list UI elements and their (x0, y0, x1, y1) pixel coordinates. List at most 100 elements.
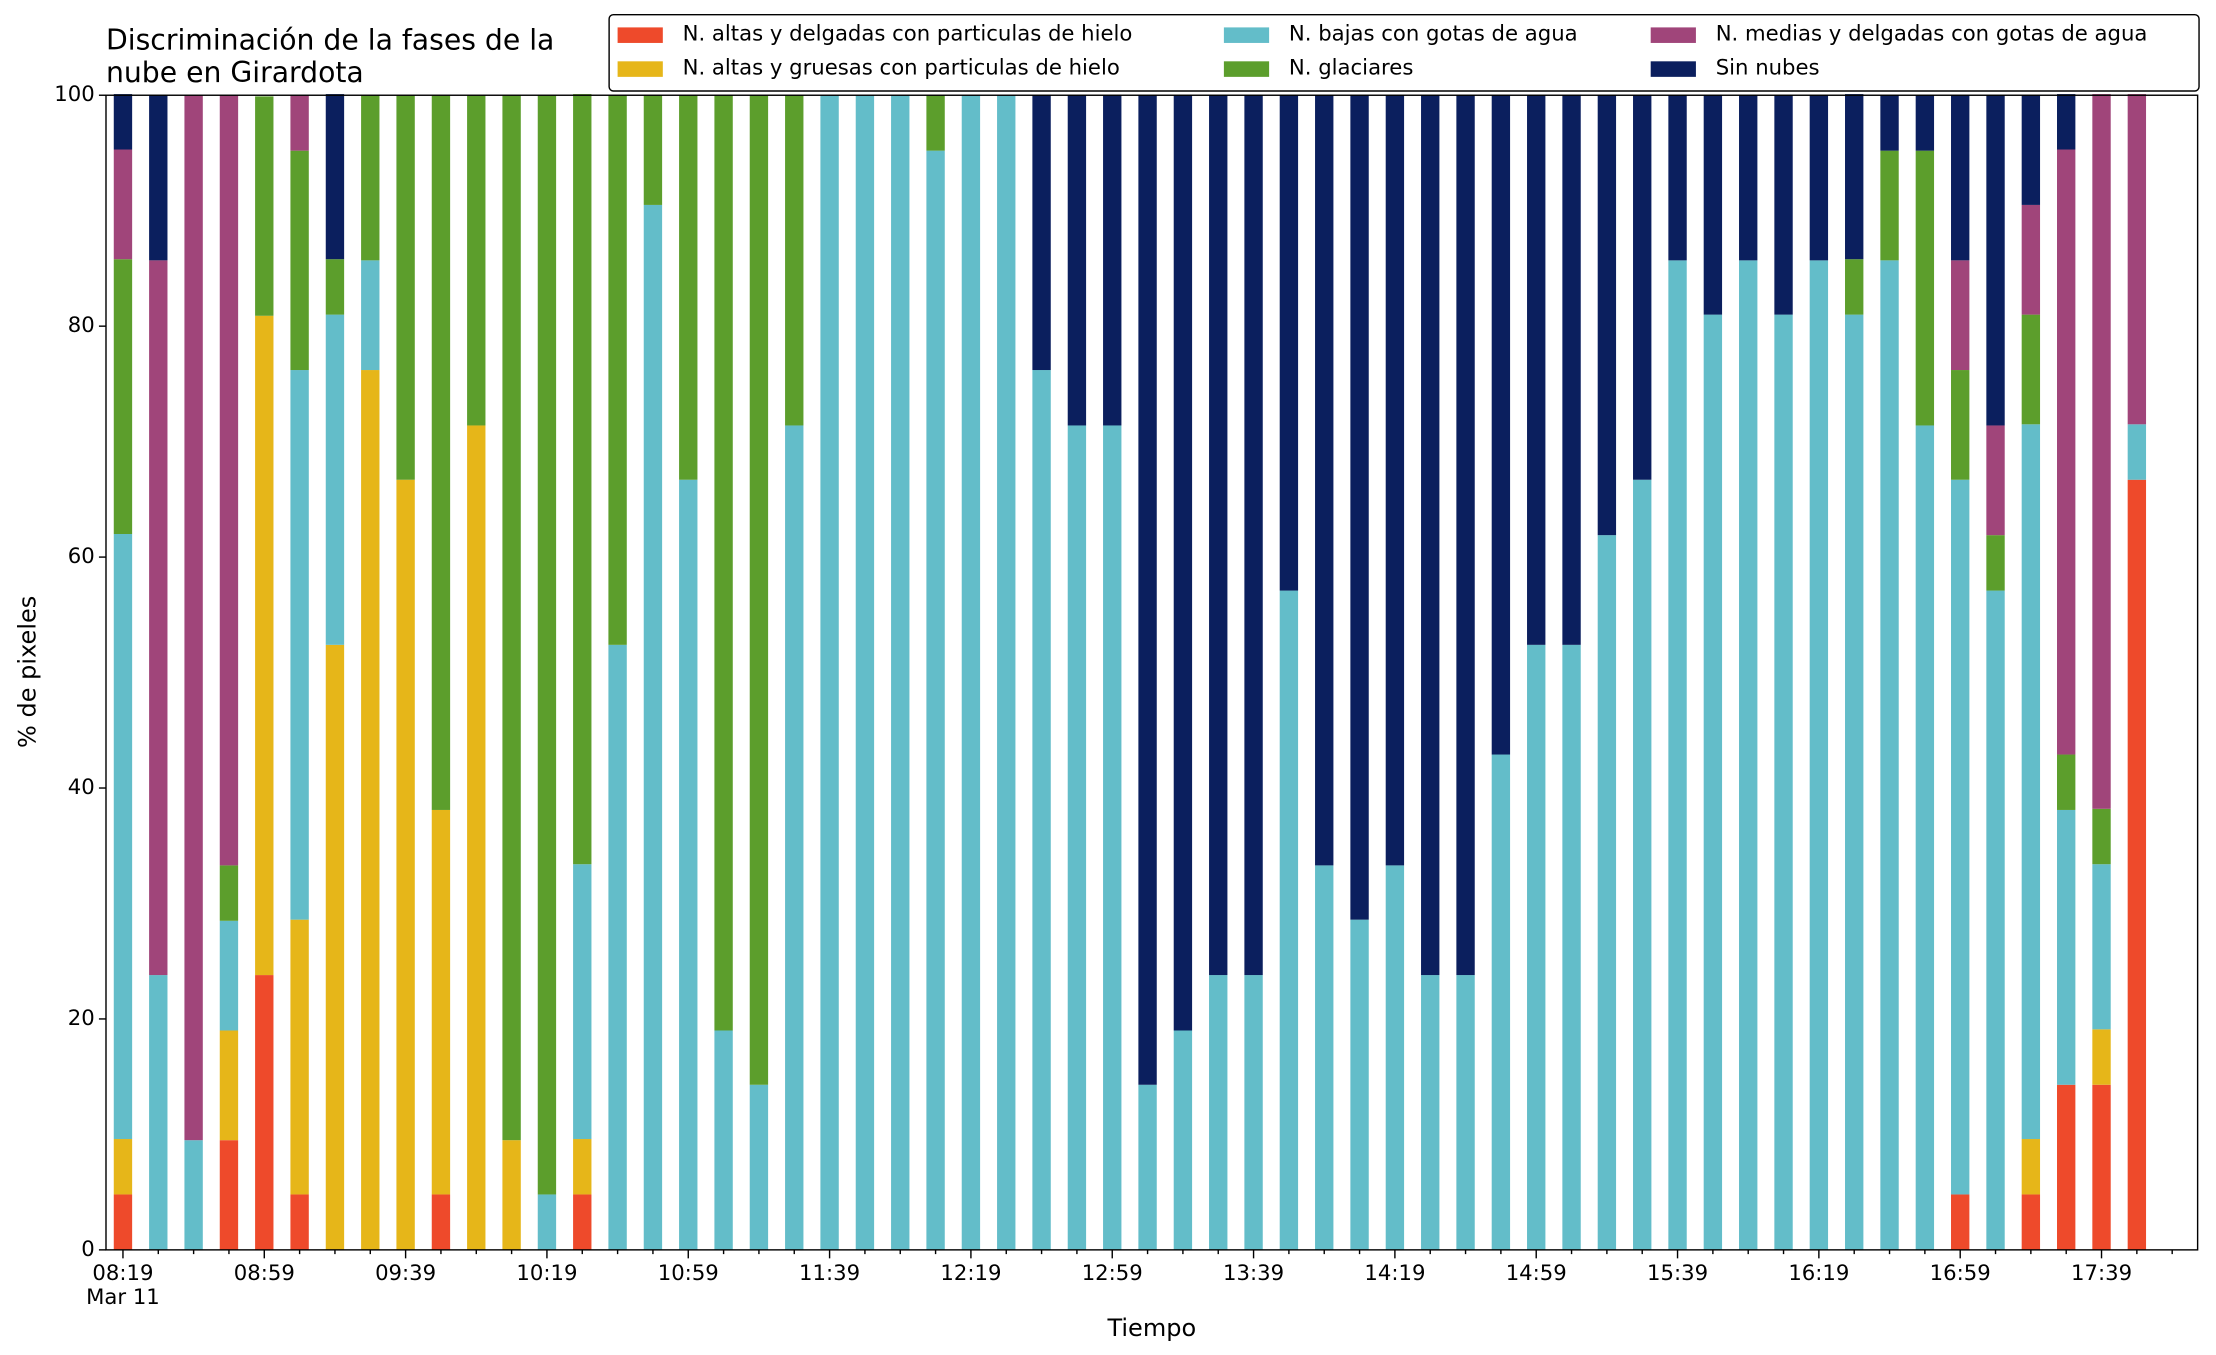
bar-segment (2092, 94, 2111, 809)
bar-segment (396, 479, 415, 1250)
bar-segment (219, 1030, 239, 1141)
bar-segment (1279, 590, 1299, 1250)
bar-segment (1951, 370, 1970, 480)
bar-segment (1032, 95, 1051, 371)
bar-segment (1668, 260, 1687, 1250)
bar-segment (1809, 95, 1829, 261)
x-tick-label: 08:59 (234, 1260, 295, 1285)
bar-segment (1315, 865, 1334, 1250)
bar-segment (537, 1194, 557, 1250)
bar-segment (537, 95, 557, 1195)
x-tick-label: 13:39 (1223, 1260, 1284, 1285)
y-tick-label: 40 (68, 774, 95, 799)
bar-segment (2021, 424, 2041, 1140)
bar-segment (714, 95, 733, 1031)
bar-segment (325, 314, 345, 645)
bar-segment (926, 95, 945, 151)
bar-segment (855, 95, 875, 1250)
bar-segment (573, 94, 592, 865)
bar-segment (1562, 644, 1581, 1250)
bar-segment (1562, 95, 1581, 645)
bar-segment (2021, 314, 2041, 425)
x-tick-label: 14:59 (1506, 1260, 1567, 1285)
bar-segment (431, 1194, 451, 1250)
bar-segment (1951, 479, 1970, 1195)
bar-segment (184, 95, 203, 1141)
bar-segment (1527, 95, 1546, 645)
bar-segment (1880, 260, 1899, 1250)
bar-segment (1103, 425, 1122, 1250)
bar-segment (1350, 95, 1369, 920)
bar-segment (184, 1140, 203, 1250)
bar-segment (1986, 95, 2005, 426)
bar-segment (1915, 95, 1935, 151)
bar-segment (643, 95, 663, 205)
bar-segment (149, 95, 168, 261)
bar-segment (113, 1194, 133, 1250)
bar-segment (1597, 95, 1617, 536)
legend-swatch (617, 27, 663, 43)
legend-label: Sin nubes (1716, 54, 1820, 79)
bar-segment (1279, 95, 1299, 591)
bar-segment (1633, 479, 1652, 1250)
bar-segment (219, 920, 239, 1031)
bar-segment (219, 95, 239, 866)
bar-segment (573, 864, 592, 1140)
y-tick-label: 60 (68, 543, 95, 568)
bar-segment (502, 95, 521, 1141)
bar-segment (2092, 808, 2111, 865)
bar-segment (1032, 370, 1051, 1250)
bar-segment (2057, 754, 2076, 810)
bar-segment (2127, 424, 2147, 480)
bar-segment (2127, 479, 2147, 1250)
bar-segment (1350, 919, 1369, 1250)
bar-segment (113, 149, 133, 260)
x-tick-label: 14:19 (1364, 1260, 1425, 1285)
bar-segment (1385, 865, 1405, 1250)
bar-segment (1138, 1084, 1157, 1250)
bar-segment (1951, 95, 1970, 261)
bar-segment (361, 95, 380, 261)
x-tick-label: 11:39 (799, 1260, 860, 1285)
bar-segment (749, 95, 769, 1085)
x-tick-label: 17:39 (2071, 1260, 2132, 1285)
x-tick-label: 16:59 (1930, 1260, 1991, 1285)
chart-title: Discriminación de la fases de la (106, 24, 554, 57)
bar-segment (2057, 809, 2076, 1085)
bar-segment (2021, 1194, 2041, 1250)
bar-segment (290, 919, 309, 1195)
bar-segment (1456, 975, 1475, 1250)
bar-segment (467, 425, 486, 1250)
bar-segment (997, 95, 1016, 1250)
bar-segment (2021, 204, 2041, 315)
bar-segment (1385, 95, 1405, 866)
bar-segment (467, 95, 486, 426)
bar-segment (1739, 95, 1758, 261)
x-tick-label: 12:59 (1082, 1260, 1143, 1285)
bar-segment (2021, 95, 2041, 205)
bar-segment (1067, 425, 1087, 1250)
bar-segment (573, 1194, 592, 1250)
legend-swatch (1650, 27, 1696, 43)
bar-segment (2057, 1084, 2076, 1250)
bar-segment (2092, 864, 2111, 1030)
bar-segment (1809, 260, 1829, 1250)
bar-segment (643, 204, 663, 1250)
bar-segment (325, 259, 345, 315)
x-axis-label: Tiempo (1106, 1314, 1196, 1342)
bar-segment (1951, 260, 1970, 371)
bar-segment (149, 260, 168, 976)
y-tick-label: 0 (81, 1236, 94, 1261)
bar-segment (608, 644, 627, 1250)
bar-segment (113, 259, 133, 534)
bar-segment (431, 809, 451, 1195)
bar-segment (1915, 150, 1935, 426)
bar-segment (1880, 150, 1899, 261)
plot-frame (105, 94, 2199, 1251)
x-tick-label: 16:19 (1788, 1260, 1849, 1285)
bar-segment (1951, 1194, 1970, 1250)
bar-segment (608, 95, 627, 645)
bar-segment (1315, 95, 1334, 866)
x-tick-label: 12:19 (940, 1260, 1001, 1285)
y-tick-label: 20 (68, 1005, 95, 1030)
